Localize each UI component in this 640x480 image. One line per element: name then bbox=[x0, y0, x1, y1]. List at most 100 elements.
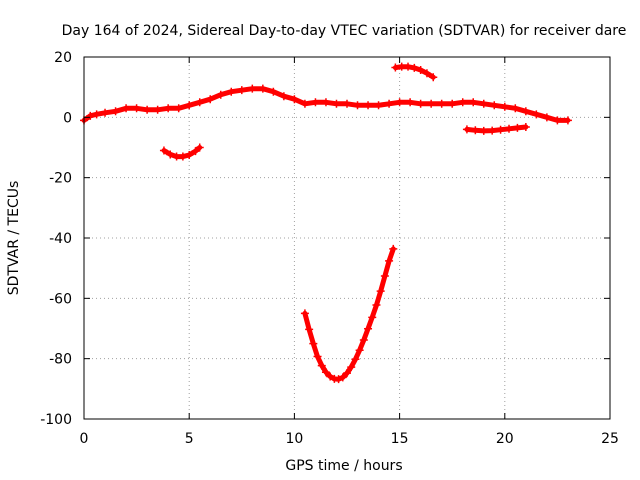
x-tick-label: 10 bbox=[285, 431, 303, 447]
data-point bbox=[321, 98, 330, 107]
data-point bbox=[321, 368, 330, 377]
data-point bbox=[490, 101, 499, 110]
data-point bbox=[410, 63, 419, 72]
data-point bbox=[391, 63, 400, 72]
data-point bbox=[385, 99, 394, 108]
x-tick-label: 25 bbox=[601, 431, 619, 447]
data-point bbox=[258, 84, 267, 93]
grid-lines bbox=[84, 57, 610, 419]
data-point bbox=[305, 325, 314, 334]
data-point bbox=[505, 124, 514, 133]
data-point bbox=[513, 123, 522, 132]
data-point bbox=[563, 116, 572, 125]
data-point bbox=[178, 152, 187, 161]
data-point bbox=[191, 147, 200, 156]
data-point bbox=[313, 352, 322, 361]
data-point bbox=[300, 99, 309, 108]
data-point bbox=[511, 104, 520, 113]
data-point bbox=[92, 110, 101, 119]
data-point bbox=[326, 372, 335, 381]
data-point bbox=[406, 98, 415, 107]
data-series bbox=[80, 62, 572, 384]
x-tick-label: 5 bbox=[185, 431, 194, 447]
data-point bbox=[374, 101, 383, 110]
series-main-track bbox=[80, 84, 572, 125]
data-point bbox=[185, 151, 194, 160]
data-point bbox=[448, 99, 457, 108]
data-point bbox=[368, 313, 377, 322]
data-point bbox=[500, 102, 509, 111]
data-point bbox=[311, 98, 320, 107]
y-tick-label: 0 bbox=[63, 110, 72, 126]
data-point bbox=[469, 98, 478, 107]
data-point bbox=[309, 339, 318, 348]
data-point bbox=[488, 126, 497, 135]
data-point bbox=[437, 99, 446, 108]
data-point bbox=[111, 107, 120, 116]
y-tick-label: -80 bbox=[49, 352, 72, 368]
series-dip-near-10-5-14-8-h bbox=[300, 244, 398, 384]
data-point bbox=[521, 107, 530, 116]
chart-title: Day 164 of 2024, Sidereal Day-to-day VTE… bbox=[62, 23, 627, 39]
data-point bbox=[355, 346, 364, 355]
y-axis-label: SDTVAR / TECUs bbox=[6, 181, 22, 296]
data-point bbox=[351, 355, 360, 364]
data-point bbox=[153, 105, 162, 114]
tick-labels: 0 5 10 15 20 25 -100 -80 -60 -40 -20 0 20 bbox=[40, 50, 619, 447]
data-point bbox=[532, 110, 541, 119]
data-point bbox=[347, 363, 356, 372]
data-point bbox=[542, 113, 551, 122]
series-trace bbox=[302, 246, 396, 382]
data-point bbox=[174, 104, 183, 113]
data-point bbox=[462, 125, 471, 134]
data-point bbox=[376, 287, 385, 296]
data-point bbox=[332, 99, 341, 108]
data-point bbox=[122, 104, 131, 113]
data-point bbox=[343, 369, 351, 378]
data-point bbox=[429, 73, 438, 82]
data-point bbox=[416, 99, 425, 108]
axis-ticks bbox=[83, 56, 611, 420]
data-point bbox=[553, 116, 562, 125]
data-point bbox=[496, 125, 505, 134]
data-point bbox=[416, 65, 425, 74]
y-tick-label: 20 bbox=[54, 50, 72, 66]
series-arc-near-4-5-h bbox=[159, 143, 204, 161]
data-point bbox=[372, 300, 381, 309]
data-point bbox=[343, 99, 351, 108]
data-point bbox=[86, 111, 95, 120]
data-point bbox=[338, 373, 347, 382]
data-point bbox=[185, 101, 194, 110]
data-point bbox=[458, 98, 467, 107]
data-point bbox=[290, 95, 299, 104]
series-segment-near-18-21-h bbox=[462, 122, 530, 135]
data-point bbox=[248, 84, 257, 93]
data-point bbox=[159, 146, 168, 155]
data-point bbox=[269, 87, 278, 96]
data-point bbox=[427, 99, 436, 108]
data-point bbox=[101, 108, 110, 117]
data-point bbox=[164, 104, 173, 113]
x-tick-label: 15 bbox=[391, 431, 409, 447]
data-point bbox=[132, 104, 141, 113]
data-point bbox=[279, 92, 288, 101]
data-point bbox=[206, 95, 215, 104]
data-point bbox=[479, 126, 488, 135]
y-tick-label: -60 bbox=[49, 291, 72, 307]
series-trace bbox=[161, 145, 203, 160]
data-point bbox=[300, 309, 309, 318]
data-point bbox=[521, 122, 530, 131]
data-point bbox=[317, 361, 326, 370]
series-arc-near-15-16-5-h bbox=[391, 62, 438, 82]
data-point bbox=[353, 101, 362, 110]
y-tick-label: -20 bbox=[49, 171, 72, 187]
data-point bbox=[395, 98, 404, 107]
data-point bbox=[143, 105, 152, 114]
y-tick-label: -40 bbox=[49, 231, 72, 247]
data-point bbox=[237, 86, 246, 95]
data-point bbox=[385, 256, 394, 265]
data-point bbox=[166, 150, 175, 159]
data-point bbox=[227, 87, 236, 96]
y-tick-label: -100 bbox=[40, 412, 72, 428]
